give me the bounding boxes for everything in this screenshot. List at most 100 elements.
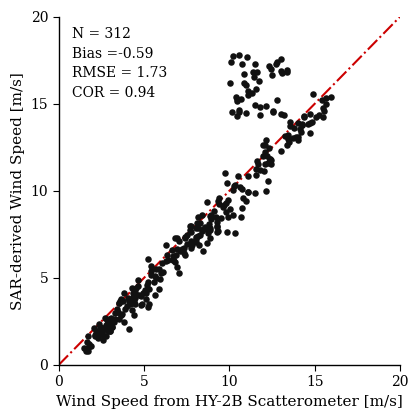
- Point: [131, 294, 138, 301]
- Point: [266, 156, 273, 163]
- Point: [105, 318, 111, 325]
- Point: [84, 332, 91, 339]
- Point: [256, 77, 262, 84]
- Point: [299, 122, 305, 129]
- Point: [252, 171, 259, 178]
- Point: [100, 331, 106, 338]
- Point: [142, 290, 149, 297]
- Point: [262, 149, 269, 156]
- Point: [328, 93, 335, 100]
- Point: [223, 200, 229, 206]
- Point: [207, 224, 213, 231]
- Point: [95, 335, 102, 341]
- Point: [127, 301, 134, 307]
- Point: [127, 297, 134, 304]
- Point: [264, 153, 270, 160]
- Point: [188, 238, 194, 244]
- Point: [253, 86, 260, 93]
- Point: [318, 96, 325, 103]
- Point: [163, 257, 170, 264]
- Point: [293, 134, 299, 140]
- Point: [175, 270, 182, 277]
- Point: [322, 100, 329, 107]
- Point: [189, 242, 195, 249]
- Point: [108, 323, 115, 330]
- Point: [102, 314, 109, 321]
- Point: [249, 89, 255, 96]
- Point: [305, 121, 312, 127]
- Point: [131, 312, 137, 319]
- Point: [102, 333, 109, 339]
- Point: [285, 136, 292, 142]
- Point: [244, 54, 250, 60]
- Point: [254, 158, 260, 164]
- Point: [202, 224, 209, 231]
- Point: [174, 246, 181, 252]
- Point: [273, 96, 280, 103]
- Point: [200, 226, 207, 233]
- Point: [270, 109, 276, 116]
- Point: [115, 300, 122, 307]
- Point: [300, 114, 307, 121]
- Point: [238, 214, 244, 220]
- Point: [220, 202, 227, 208]
- Point: [187, 222, 194, 229]
- Point: [229, 212, 236, 218]
- Point: [295, 120, 302, 126]
- Point: [99, 325, 106, 331]
- Point: [176, 248, 183, 255]
- Point: [158, 260, 165, 266]
- Point: [207, 216, 214, 223]
- Point: [220, 203, 226, 210]
- Point: [129, 294, 136, 301]
- Point: [277, 56, 284, 63]
- Point: [144, 281, 150, 288]
- Point: [90, 324, 97, 331]
- Point: [214, 197, 221, 204]
- Point: [184, 241, 191, 247]
- Point: [103, 323, 110, 330]
- Point: [84, 339, 90, 345]
- Point: [132, 289, 139, 295]
- Point: [165, 257, 171, 263]
- Point: [119, 297, 126, 304]
- Point: [100, 326, 107, 333]
- Point: [192, 235, 199, 242]
- Point: [173, 252, 179, 259]
- Point: [243, 198, 250, 205]
- Point: [205, 230, 211, 236]
- Point: [290, 135, 297, 142]
- Point: [222, 170, 228, 176]
- Point: [108, 320, 115, 327]
- Point: [196, 241, 203, 248]
- Point: [263, 102, 270, 109]
- Point: [120, 290, 127, 297]
- Point: [105, 317, 112, 323]
- Point: [135, 283, 142, 290]
- Point: [107, 328, 113, 335]
- Point: [139, 301, 145, 308]
- Point: [257, 167, 263, 174]
- Point: [121, 318, 128, 325]
- Point: [92, 331, 98, 338]
- Point: [130, 290, 136, 297]
- Point: [112, 310, 118, 317]
- Point: [151, 291, 158, 298]
- Point: [243, 110, 249, 116]
- Point: [245, 87, 252, 94]
- Point: [130, 292, 137, 299]
- Point: [224, 180, 231, 186]
- Point: [93, 331, 100, 338]
- Point: [223, 208, 229, 215]
- Point: [181, 252, 188, 259]
- Point: [169, 257, 176, 263]
- Point: [146, 301, 152, 308]
- Point: [175, 238, 182, 244]
- Point: [286, 139, 292, 145]
- Point: [130, 299, 136, 305]
- Point: [307, 120, 313, 127]
- Point: [260, 142, 267, 148]
- Point: [223, 228, 230, 235]
- Point: [108, 324, 115, 331]
- Point: [104, 328, 111, 335]
